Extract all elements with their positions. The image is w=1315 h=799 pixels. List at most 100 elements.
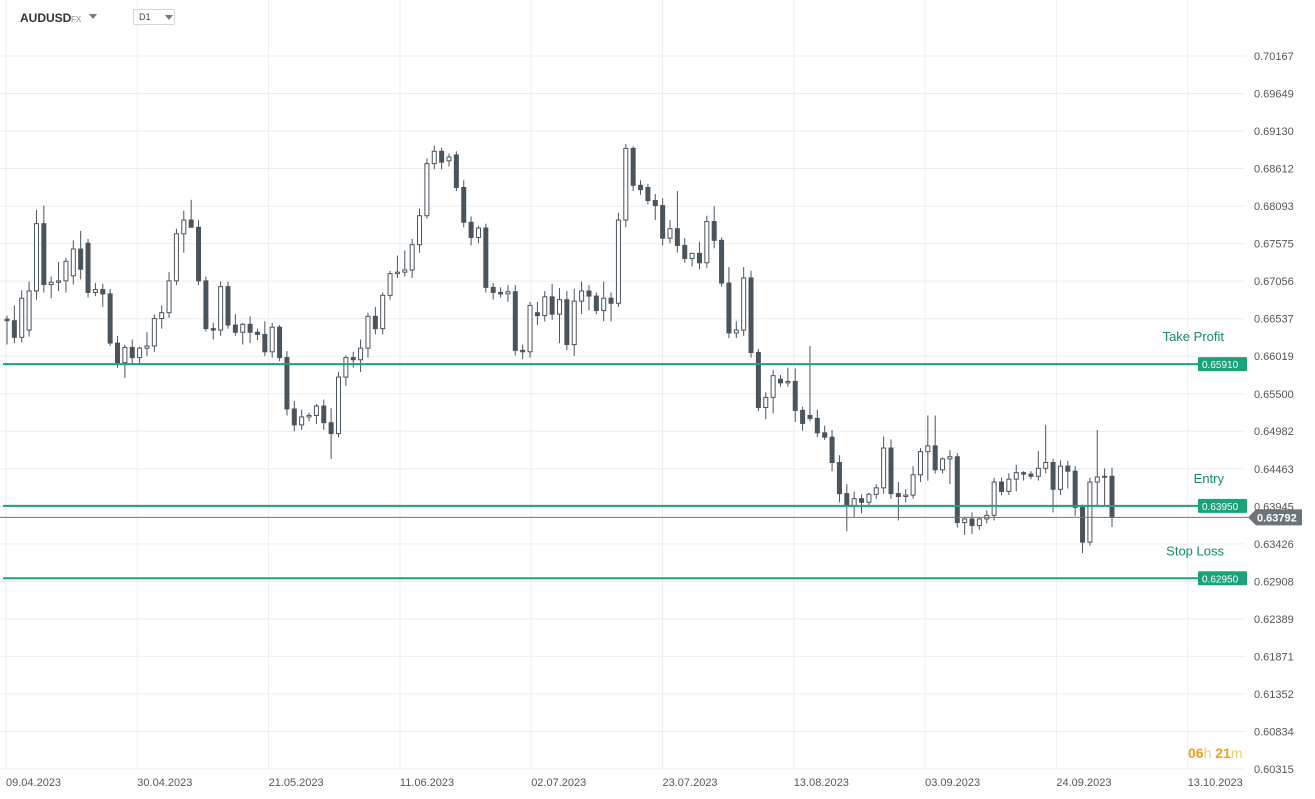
bullish-candle-body [306,414,312,418]
candle [394,255,400,278]
bearish-candle-body [1109,475,1115,519]
bearish-candle-body [107,293,113,344]
bearish-candle-body [85,242,91,293]
candle [660,198,666,246]
y-tick-label: 0.62389 [1254,614,1294,626]
candle [1035,450,1041,481]
candle [733,321,739,339]
candle [719,237,725,287]
level-name-label: Stop Loss [1166,543,1224,558]
candle [1006,473,1012,496]
bearish-candle-body [836,462,842,495]
bearish-candle-body [755,352,761,409]
candle [225,281,231,329]
candle [674,191,680,253]
bearish-candle-body [1080,506,1086,543]
bearish-candle-body [439,150,445,163]
candle [240,322,246,345]
current-price-label: 0.63792 [1257,512,1297,524]
countdown-hours-unit: h [1203,745,1212,761]
bullish-candle-body [343,357,349,378]
y-tick-label: 0.63945 [1254,501,1294,513]
candle [814,409,820,438]
timeframe-select[interactable]: D1 [133,9,175,25]
level-name-label: Entry [1194,471,1225,486]
candle [527,301,533,358]
bearish-candle-body [254,331,260,335]
bearish-candle-body [696,252,702,264]
candle [689,252,695,267]
bullish-candle-body [173,233,179,282]
bullish-candle-body [615,219,621,304]
candle [490,283,496,300]
candle [608,292,614,322]
candle [19,290,25,343]
timeframe-dropdown-icon[interactable] [165,15,173,20]
x-tick-label: 23.07.2023 [663,777,718,789]
bearish-candle-body [4,318,10,322]
candle [903,489,909,503]
symbol-name[interactable]: AUDUSD [20,11,72,25]
candle [232,314,238,336]
bearish-candle-body [969,518,975,526]
candle [122,344,128,378]
bearish-candle-body [564,299,570,346]
bullish-candle-body [917,451,923,476]
candle [932,415,938,474]
bullish-candle-body [431,150,437,165]
bearish-candle-body [682,244,688,259]
candle [365,312,371,358]
bullish-candle-body [741,277,747,331]
bearish-candle-body [483,227,489,288]
candle [1043,424,1049,474]
candle [402,250,408,277]
bullish-candle-body [166,280,172,314]
bearish-candle-body [748,277,754,354]
bullish-candle-body [925,445,931,453]
x-tick-label: 09.04.2023 [6,777,61,789]
bullish-candle-body [505,291,511,295]
candle [299,409,305,430]
bearish-candle-body [844,493,850,507]
bullish-candle-body [151,317,157,347]
candle [85,238,91,298]
bullish-candle-body [92,289,98,293]
bullish-candle-body [240,323,246,333]
candle [475,225,481,244]
candle [542,290,548,322]
bullish-candle-body [910,474,916,496]
candle [800,406,806,431]
candle [380,292,386,335]
candle [910,466,916,499]
candle [144,332,150,357]
candle [564,290,570,351]
candle [638,180,644,195]
y-tick-label: 0.68612 [1254,164,1294,176]
symbol-dropdown-icon[interactable] [89,14,97,19]
bullish-candle-body [144,345,150,349]
candle [159,305,165,329]
bearish-candle-body [593,295,599,312]
candle [328,408,334,459]
bearish-candle-body [225,286,231,326]
candle [1028,471,1034,480]
candle [196,220,202,286]
y-tick-label: 0.66019 [1254,351,1294,363]
bearish-candle-body [1065,465,1071,472]
candle [999,477,1004,496]
candle [763,392,769,420]
bullish-candle-body [218,286,224,331]
candle [704,215,710,268]
candle [1072,466,1078,517]
level-price-tag [1198,571,1247,586]
candle [56,262,62,291]
bearish-candle-body [262,333,268,353]
candle [873,484,879,499]
candle [188,199,194,228]
candle [409,238,415,278]
bearish-candle-body [291,408,297,426]
bullish-candle-body [409,244,415,271]
candle [571,288,577,357]
